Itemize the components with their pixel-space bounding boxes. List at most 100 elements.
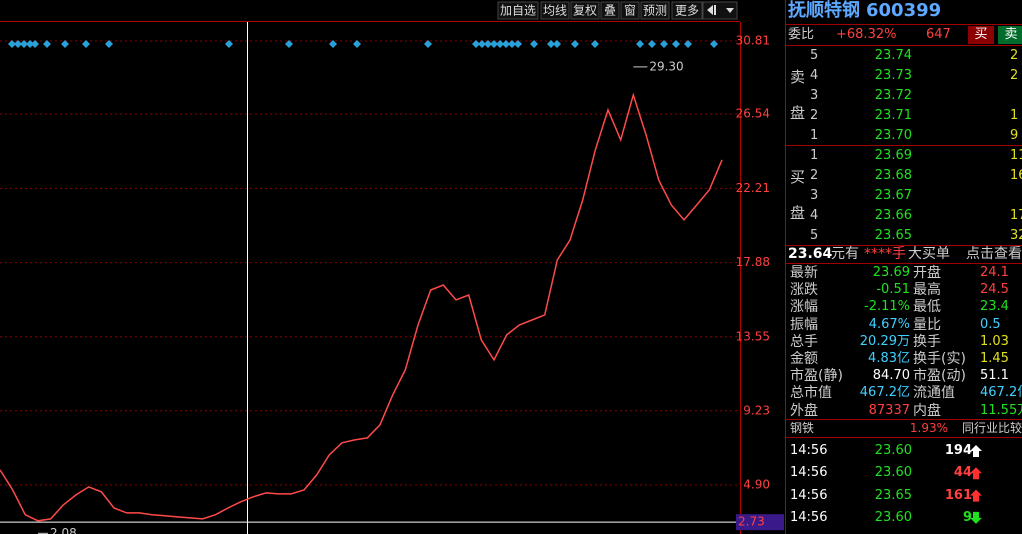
tick-volume: 194 (944, 443, 972, 458)
industry-change: 1.93% (909, 421, 948, 435)
toolbar-label: 加自选 (500, 4, 536, 18)
big-order-hand: ****手 (864, 246, 906, 262)
signal-marker (547, 40, 555, 48)
stat-value: 24.5 (980, 282, 1009, 298)
book-side: 买 (790, 168, 806, 186)
tick-price: 23.60 (874, 443, 912, 458)
book-price: 23.71 (874, 108, 912, 123)
toolbar-label: 复权 (573, 4, 597, 18)
tick-arrow (970, 467, 982, 480)
stat-label: 最高 (913, 282, 941, 299)
industry-compare[interactable]: 同行业比较 (962, 421, 1022, 435)
signal-marker (710, 40, 718, 48)
tick-volume: 44 (953, 465, 972, 481)
book-level: 2 (810, 168, 819, 183)
book-level: 3 (810, 88, 819, 103)
signal-marker (514, 40, 522, 48)
tick-volume: 161 (944, 487, 972, 503)
stat-label: 金额 (790, 351, 818, 367)
stat-label: 最新 (790, 265, 818, 281)
stat-label: 振幅 (790, 316, 818, 333)
toolbar-label: 更多 (675, 4, 699, 18)
book-level: 5 (810, 48, 819, 63)
stat-label: 涨跌 (790, 282, 818, 299)
book-price: 23.66 (874, 208, 912, 223)
signal-marker (225, 40, 233, 48)
book-price: 23.67 (874, 188, 912, 203)
stat-value: 11.55万 (980, 402, 1022, 418)
signal-marker (43, 40, 51, 48)
signal-marker (672, 40, 680, 48)
tick-time: 14:56 (790, 465, 828, 481)
tick-price: 23.60 (874, 509, 912, 525)
y-tick-label: 30.81 (736, 34, 770, 48)
stat-value: 467.2亿 (859, 385, 910, 401)
cursor-label: 2.73 (738, 515, 765, 529)
separator (786, 419, 1022, 420)
signal-marker (353, 40, 361, 48)
separator (786, 245, 1022, 246)
signal-marker (472, 40, 480, 48)
separator (786, 24, 1022, 25)
book-level: 1 (810, 128, 819, 143)
stock-code: 600399 (866, 0, 942, 21)
toolbar-button[interactable] (497, 1, 539, 20)
stat-label: 流通值 (913, 385, 955, 402)
annotation-label: 2.08 (50, 526, 77, 534)
y-tick-label: 17.88 (736, 255, 770, 269)
signal-marker (26, 40, 34, 48)
sell-button[interactable]: 卖 (998, 26, 1022, 44)
y-tick-label: 9.23 (743, 403, 770, 417)
signal-marker (484, 40, 492, 48)
book-volume: 2 (1010, 68, 1019, 83)
toolbar-button[interactable] (540, 1, 570, 20)
signal-marker (496, 40, 504, 48)
book-price: 23.70 (874, 128, 912, 143)
tick-time: 14:56 (790, 509, 828, 525)
signal-marker (591, 40, 599, 48)
big-order-link[interactable]: 点击查看 (966, 246, 1022, 262)
weibi-label: 委比 (788, 27, 815, 42)
stat-label: 量比 (913, 316, 941, 333)
signal-marker (31, 40, 39, 48)
signal-marker (285, 40, 293, 48)
stat-label: 最低 (913, 299, 941, 316)
toolbar-button[interactable] (640, 1, 670, 20)
signal-marker (82, 40, 90, 48)
tick-volume: 9 (962, 509, 972, 525)
signal-marker (530, 40, 538, 48)
buy-button[interactable]: 买 (968, 26, 994, 44)
signal-marker (502, 40, 510, 48)
y-tick-label: 4.90 (743, 477, 770, 491)
signal-marker (553, 40, 561, 48)
book-price: 23.68 (874, 168, 912, 183)
toolbar-button[interactable] (620, 1, 640, 20)
tick-price: 23.65 (874, 487, 912, 503)
stat-value: 87337 (868, 402, 910, 418)
toolbar-button[interactable] (671, 1, 703, 20)
toolbar-button[interactable] (570, 1, 600, 20)
stat-value: 4.67% (868, 316, 910, 332)
stat-value: 51.1 (980, 368, 1009, 384)
toolbar-label: 预测 (643, 4, 667, 18)
weibi-value: +68.32% (836, 27, 897, 42)
stat-label: 开盘 (913, 265, 941, 281)
book-price: 23.72 (874, 88, 912, 103)
stat-value: -2.11% (864, 299, 910, 315)
toolbar-button[interactable] (600, 1, 620, 20)
signal-marker (508, 40, 516, 48)
separator (786, 263, 1022, 264)
toolbar-label: 均线 (543, 4, 567, 18)
stat-label: 内盘 (913, 402, 941, 419)
stock-name: 抚顺特钢 (788, 0, 860, 21)
book-price: 23.74 (874, 48, 912, 63)
signal-marker (571, 40, 579, 48)
signal-marker (478, 40, 486, 48)
separator (786, 45, 1022, 46)
stat-label: 换手 (913, 333, 941, 350)
weicha-value: 647 (926, 27, 951, 42)
book-level: 1 (810, 148, 819, 163)
stat-value: 24.1 (980, 265, 1009, 280)
y-tick-label: 22.21 (736, 181, 770, 195)
